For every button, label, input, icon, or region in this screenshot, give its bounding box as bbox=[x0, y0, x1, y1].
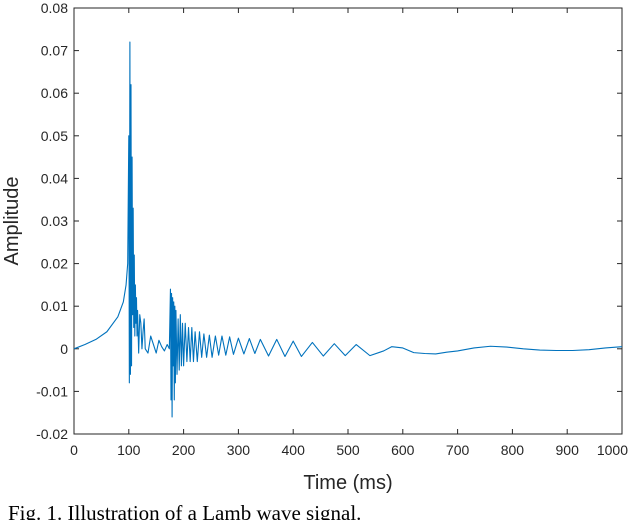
x-tick-label: 700 bbox=[446, 442, 470, 458]
y-tick-label: 0.06 bbox=[41, 85, 68, 101]
y-tick-label: 0 bbox=[60, 341, 68, 357]
figure-caption: Fig. 1. Illustration of a Lamb wave sign… bbox=[8, 501, 361, 520]
x-axis-label: Time (ms) bbox=[303, 472, 392, 494]
x-tick-label: 0 bbox=[70, 442, 78, 458]
x-tick-label: 900 bbox=[556, 442, 580, 458]
y-axis-ticks: -0.02 -0.01 0 0.01 0.02 0.03 0.04 0.05 0.06 0.07 0… bbox=[36, 0, 622, 442]
x-tick-label: 600 bbox=[391, 442, 415, 458]
plot-area: 0 100 200 300 400 500 600 700 800 900 1000 -0.02-0… bbox=[36, 0, 628, 458]
y-tick-label: -0.02 bbox=[36, 426, 68, 442]
y-tick-label: 0.04 bbox=[41, 170, 68, 186]
y-tick-label: -0.01 bbox=[36, 383, 68, 399]
y-tick-label: 0.08 bbox=[41, 0, 68, 16]
x-tick-label: 500 bbox=[336, 442, 360, 458]
axes-box bbox=[73, 7, 623, 435]
x-tick-label: 300 bbox=[227, 442, 251, 458]
y-tick-label: 0.03 bbox=[41, 213, 68, 229]
y-axis-label: Amplitude bbox=[1, 177, 23, 266]
y-tick-label: 0.07 bbox=[41, 43, 68, 59]
x-tick-label: 400 bbox=[282, 442, 306, 458]
y-tick-label: 0.01 bbox=[41, 298, 68, 314]
x-tick-label: 100 bbox=[117, 442, 141, 458]
x-tick-label: 1000 bbox=[597, 442, 628, 458]
y-tick-label: 0.02 bbox=[41, 256, 68, 272]
x-tick-label: 800 bbox=[501, 442, 525, 458]
y-tick-label: 0.05 bbox=[41, 128, 68, 144]
x-tick-label: 200 bbox=[172, 442, 196, 458]
series-line bbox=[73, 41, 623, 418]
x-axis-ticks: 0 100 200 300 400 500 600 700 800 900 1000 bbox=[70, 8, 628, 458]
